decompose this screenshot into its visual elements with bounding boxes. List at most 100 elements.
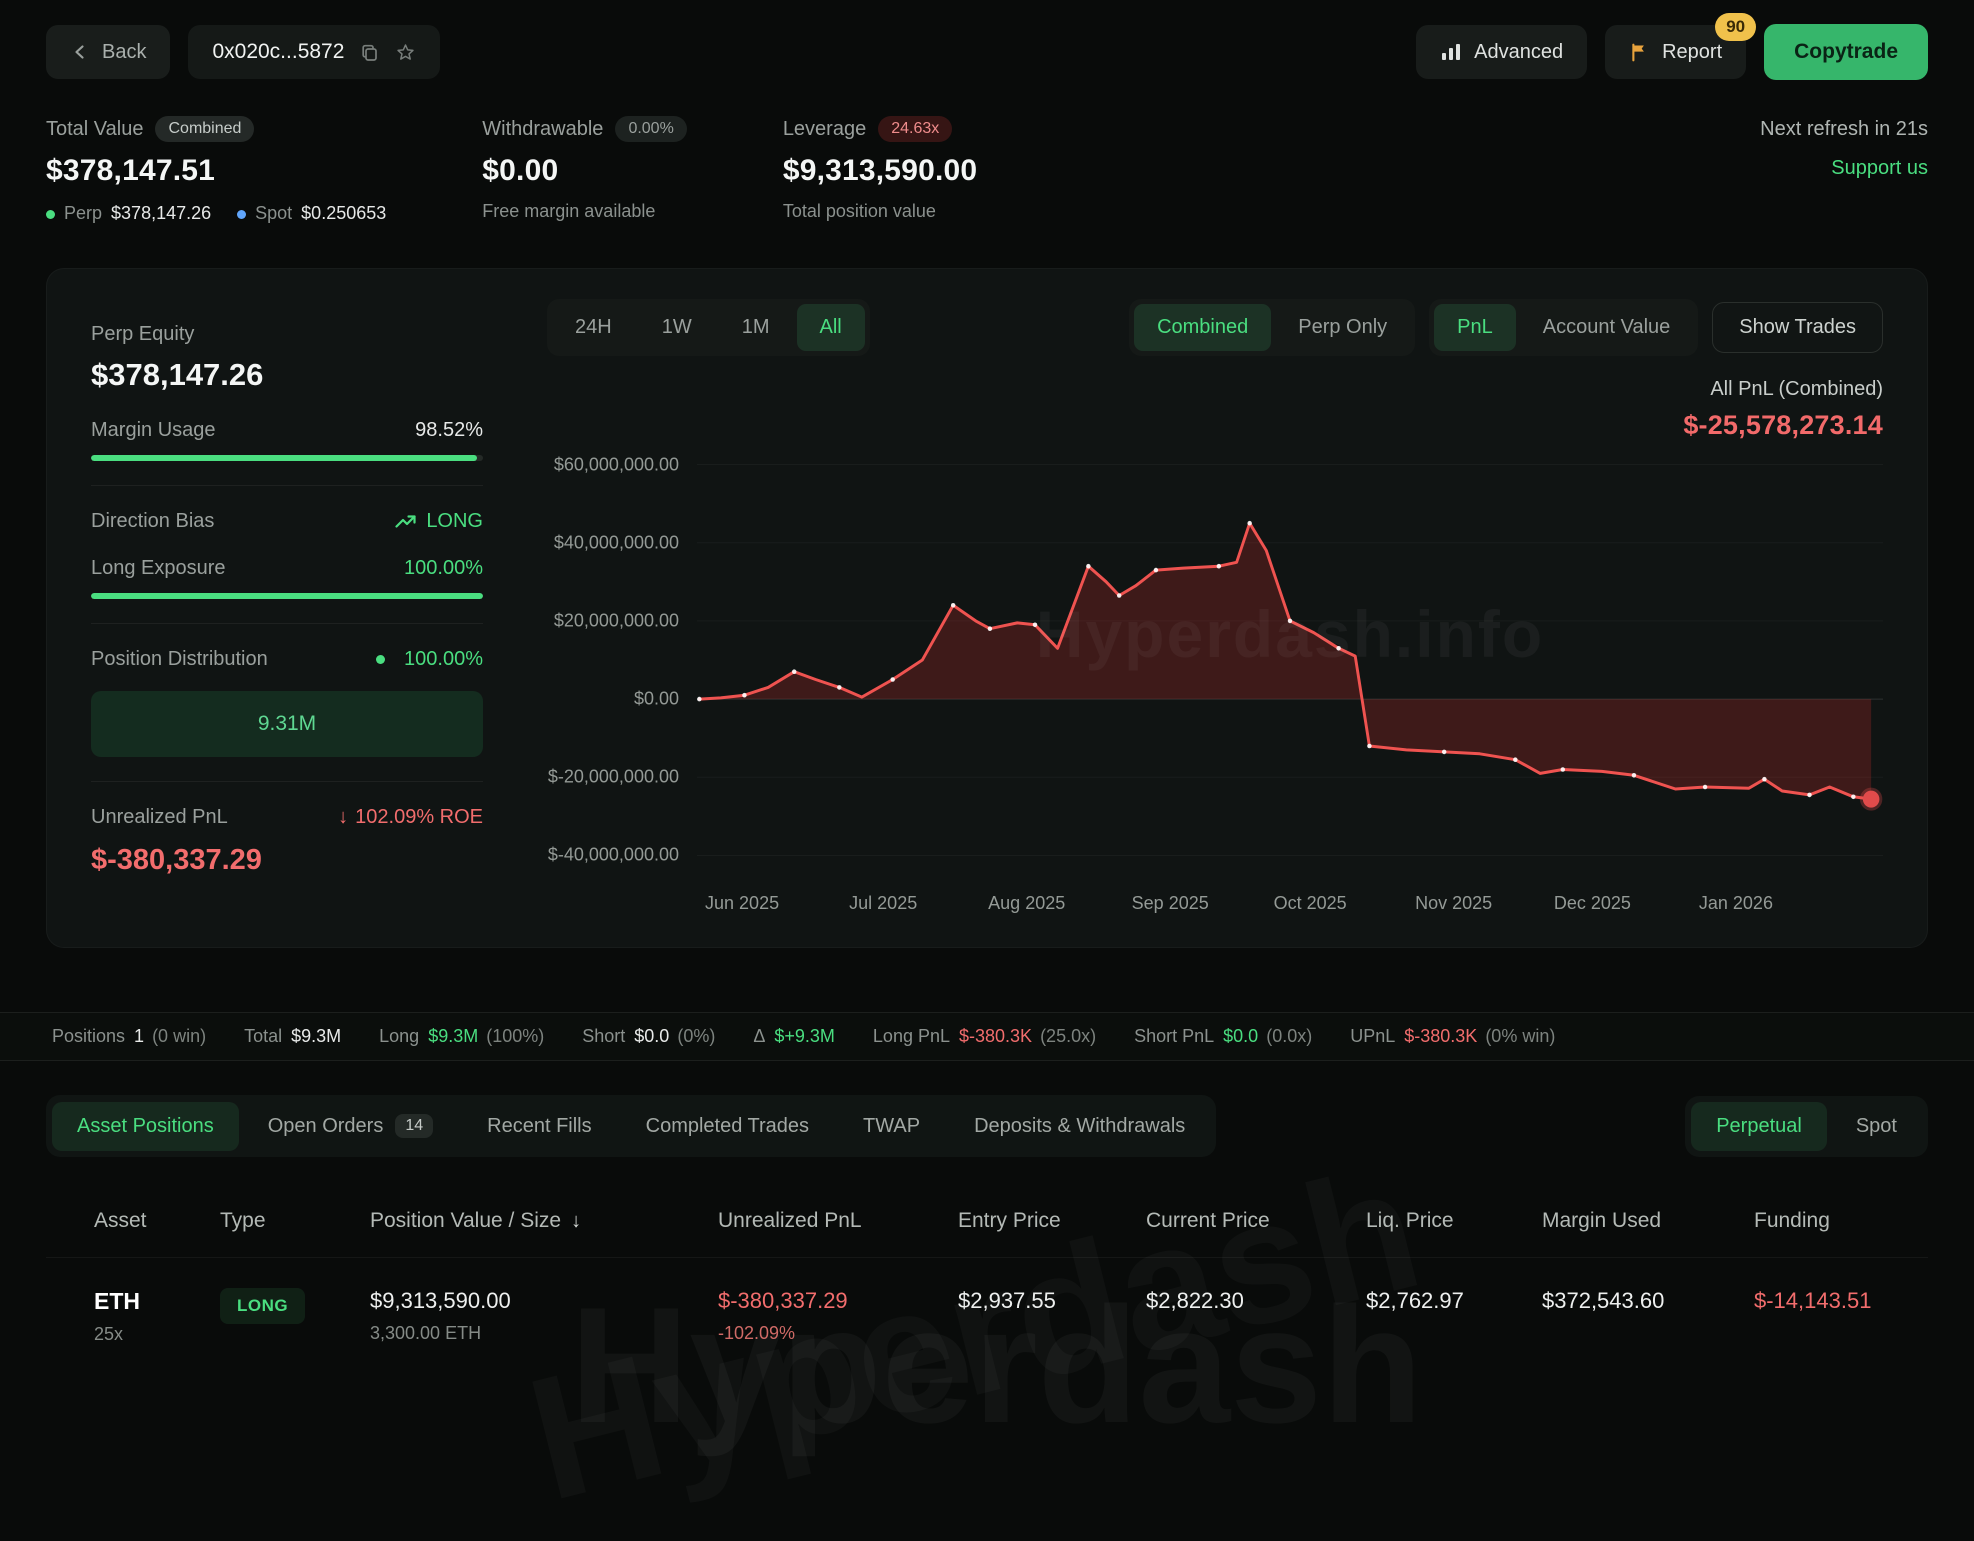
summary-label: Δ — [753, 1026, 766, 1046]
star-icon[interactable] — [395, 42, 416, 63]
y-axis-label: $-40,000,000.00 — [547, 844, 679, 865]
tab-deposits-withdrawals[interactable]: Deposits & Withdrawals — [949, 1102, 1210, 1151]
tab-recent-fills[interactable]: Recent Fills — [462, 1102, 616, 1151]
total-value-stat: Total Value Combined $378,147.51 Perp $37… — [46, 116, 386, 224]
column-header-type[interactable]: Type — [220, 1195, 370, 1257]
wallet-address-pill[interactable]: 0x020c...5872 — [188, 25, 441, 79]
summary-label: Positions — [52, 1026, 126, 1046]
report-button[interactable]: Report 90 — [1605, 13, 1757, 79]
view-tabs: PnL Account Value — [1429, 299, 1699, 356]
refresh-countdown: Next refresh in 21s — [1760, 118, 1928, 140]
back-button[interactable]: Back — [46, 25, 171, 79]
position-distribution-block: Position Distribution 100.00% 9.31M — [91, 623, 483, 781]
scope-tab-combined[interactable]: Combined — [1134, 304, 1272, 351]
column-header-asset[interactable]: Asset — [94, 1195, 220, 1257]
asset-cell: ETH 25x — [94, 1288, 220, 1345]
column-header-funding[interactable]: Funding — [1754, 1195, 1880, 1257]
tab-completed-trades[interactable]: Completed Trades — [621, 1102, 834, 1151]
y-axis-label: $0.00 — [633, 688, 679, 709]
x-axis-label: Jan 2026 — [1698, 893, 1773, 913]
column-header-position-value-size[interactable]: Position Value / Size ↓ — [370, 1195, 718, 1257]
show-trades-button[interactable]: Show Trades — [1712, 302, 1883, 353]
positions-tabs-row: Asset Positions Open Orders 14 Recent Fills… — [0, 1061, 1974, 1157]
y-axis-label: $-20,000,000.00 — [547, 766, 679, 787]
positions-tab-group: Asset Positions Open Orders 14 Recent Fills… — [46, 1095, 1217, 1157]
summary-value: $9.3M — [428, 1026, 479, 1046]
position-distribution-pct: 100.00% — [376, 648, 483, 671]
position-row[interactable]: ETH 25x LONG $9,313,590.00 3,300.00 ETH $-380… — [46, 1257, 1928, 1381]
summary-label: Long PnL — [872, 1026, 950, 1046]
y-axis-label: $20,000,000.00 — [553, 610, 679, 631]
chevron-left-icon — [75, 45, 84, 59]
entry-price: $2,937.55 — [958, 1288, 1056, 1313]
distribution-dot-icon — [376, 655, 386, 664]
position-value-cell: $9,313,590.00 3,300.00 ETH — [370, 1288, 718, 1344]
summary-value: $-380.3K — [959, 1026, 1033, 1046]
tab-label: Recent Fills — [487, 1114, 592, 1137]
y-axis-label: $40,000,000.00 — [553, 532, 679, 553]
column-label: Position Value / Size — [370, 1209, 562, 1232]
column-header-current-price[interactable]: Current Price — [1146, 1195, 1366, 1257]
unrealized-pnl-cell: $-380,337.29 -102.09% — [718, 1288, 958, 1344]
liq-price: $2,762.97 — [1366, 1288, 1464, 1313]
range-tab-1w[interactable]: 1W — [639, 304, 715, 351]
copytrade-button[interactable]: Copytrade — [1764, 24, 1928, 80]
x-axis-label: Oct 2025 — [1273, 893, 1347, 913]
x-axis-label: Jul 2025 — [849, 893, 918, 913]
long-exposure-value: 100.00% — [404, 557, 483, 579]
view-tab-pnl[interactable]: PnL — [1434, 304, 1516, 351]
spot-metric: Spot $0.250653 — [237, 203, 386, 224]
flag-icon — [1632, 43, 1644, 61]
sort-descending-icon: ↓ — [571, 1209, 582, 1232]
top-bar-right: Advanced Report 90 Copytrade — [1416, 13, 1928, 80]
scope-tab-perp-only[interactable]: Perp Only — [1275, 304, 1410, 351]
range-tab-all[interactable]: All — [796, 304, 865, 351]
leverage-value: $9,313,590.00 — [782, 154, 978, 187]
funding-value: $-14,143.51 — [1754, 1288, 1872, 1313]
view-tab-account-value[interactable]: Account Value — [1520, 304, 1694, 351]
tab-label: TWAP — [863, 1114, 921, 1137]
summary-extra: (0.0x) — [1266, 1026, 1313, 1046]
market-tab-perpetual[interactable]: Perpetual — [1691, 1101, 1827, 1151]
pnl-total-caption: All PnL (Combined) — [1710, 378, 1883, 400]
market-tab-spot[interactable]: Spot — [1831, 1102, 1922, 1151]
column-label: Funding — [1754, 1209, 1830, 1232]
column-label: Liq. Price — [1366, 1209, 1454, 1232]
pnl-chart-zone: 24H 1W 1M All Combined Perp Only PnL Account … — [547, 299, 1883, 921]
combined-badge: Combined — [155, 116, 255, 142]
chart-plot-area[interactable]: Hyperdash.info — [697, 445, 1883, 875]
top-bar-left: Back 0x020c...5872 — [46, 25, 441, 79]
column-label: Unrealized PnL — [718, 1209, 862, 1232]
refresh-column: Next refresh in 21s Support us — [1760, 116, 1928, 180]
advanced-button[interactable]: Advanced — [1416, 25, 1588, 79]
unrealized-pnl-pct: -102.09% — [718, 1323, 796, 1343]
copy-icon[interactable] — [360, 43, 379, 62]
summary-long-pnl: Long PnL $-380.3K (25.0x) — [873, 1026, 1096, 1047]
total-value-label: Total Value — [46, 117, 144, 140]
arrow-down-icon: ↓ — [338, 806, 349, 828]
summary-extra: (25.0x) — [1040, 1026, 1097, 1046]
x-axis-label: Aug 2025 — [988, 893, 1066, 913]
range-tab-1m[interactable]: 1M — [719, 304, 793, 351]
distribution-bucket[interactable]: 9.31M — [91, 691, 483, 757]
report-label: Report — [1662, 40, 1723, 63]
bar-chart-icon — [1442, 44, 1461, 60]
column-header-liq-price[interactable]: Liq. Price — [1366, 1195, 1542, 1257]
x-axis-label: Dec 2025 — [1553, 893, 1631, 913]
perp-metric: Perp $378,147.26 — [46, 203, 211, 224]
tab-open-orders[interactable]: Open Orders 14 — [243, 1101, 458, 1151]
tab-asset-positions[interactable]: Asset Positions — [52, 1101, 239, 1151]
summary-: Δ $+9.3M — [753, 1026, 835, 1047]
support-us-link[interactable]: Support us — [1831, 157, 1928, 179]
column-header-entry-price[interactable]: Entry Price — [958, 1195, 1146, 1257]
scope-tabs: Combined Perp Only — [1129, 299, 1416, 356]
tab-twap[interactable]: TWAP — [838, 1102, 945, 1151]
column-header-margin-used[interactable]: Margin Used — [1542, 1195, 1754, 1257]
range-tab-24h[interactable]: 24H — [552, 304, 635, 351]
withdrawable-value: $0.00 — [482, 154, 559, 187]
advanced-label: Advanced — [1474, 40, 1564, 63]
chart-controls: 24H 1W 1M All Combined Perp Only PnL Account … — [547, 299, 1883, 356]
asset-leverage: 25x — [94, 1324, 124, 1344]
column-header-unrealized-pnl[interactable]: Unrealized PnL — [718, 1195, 958, 1257]
summary-long: Long $9.3M (100%) — [379, 1026, 544, 1047]
